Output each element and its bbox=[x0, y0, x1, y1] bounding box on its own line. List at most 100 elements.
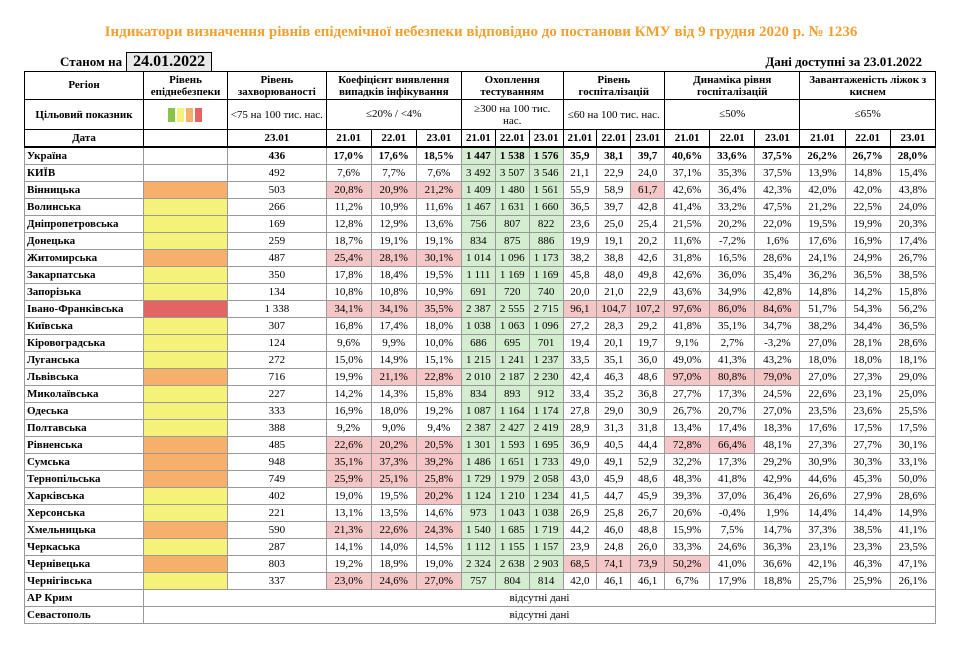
oxygen-cell: 34,4% bbox=[844, 317, 891, 335]
date-cell: 23.01 bbox=[630, 129, 666, 148]
incidence-cell: 388 bbox=[227, 419, 327, 437]
oxygen-cell: 50,0% bbox=[889, 470, 937, 488]
hosp-cell: 43,0 bbox=[562, 470, 598, 488]
hosp-cell: 26,0 bbox=[630, 538, 666, 556]
oxygen-cell: 15,8% bbox=[889, 283, 937, 301]
level-cell bbox=[142, 385, 229, 403]
detection-cell: 19,5% bbox=[370, 487, 417, 505]
date-cell: 22.01 bbox=[494, 129, 530, 148]
testing-cell: 1 164 bbox=[494, 402, 530, 420]
detection-cell: 13,1% bbox=[325, 504, 372, 522]
detection-cell: 14,2% bbox=[325, 385, 372, 403]
incidence-cell: 307 bbox=[227, 317, 327, 335]
hosp-dyn-cell: -0,4% bbox=[709, 504, 756, 522]
testing-cell: 2 187 bbox=[494, 368, 530, 386]
incidence-cell: 487 bbox=[227, 249, 327, 267]
level-cell bbox=[142, 300, 229, 318]
testing-cell: 807 bbox=[494, 215, 530, 233]
hosp-cell: 68,5 bbox=[562, 555, 598, 573]
level-cell bbox=[142, 317, 229, 335]
oxygen-cell: 36,2% bbox=[799, 266, 846, 284]
hosp-cell: 46,1 bbox=[596, 572, 632, 590]
oxygen-cell: 17,6% bbox=[799, 419, 846, 437]
testing-cell: 1 733 bbox=[528, 453, 564, 471]
detection-cell: 28,1% bbox=[370, 249, 417, 267]
hosp-dyn-cell: 80,8% bbox=[709, 368, 756, 386]
testing-cell: 1 215 bbox=[460, 351, 496, 369]
table-row: Луганська 272 15,0% 14,9% 15,1% 1 215 1 241 1 2… bbox=[24, 351, 937, 369]
region-name: Івано-Франківська bbox=[24, 300, 144, 318]
incidence-cell: 948 bbox=[227, 453, 327, 471]
hosp-cell: 31,8 bbox=[630, 419, 666, 437]
testing-cell: 1 038 bbox=[460, 317, 496, 335]
hosp-cell: 35,9 bbox=[562, 146, 598, 165]
table-row: АР Крим відсутні дані bbox=[24, 589, 937, 607]
oxygen-cell: 38,5% bbox=[844, 521, 891, 539]
detection-cell: 14,6% bbox=[415, 504, 462, 522]
testing-cell: 1 234 bbox=[528, 487, 564, 505]
testing-cell: 2 555 bbox=[494, 300, 530, 318]
hosp-dyn-cell: 16,5% bbox=[709, 249, 756, 267]
incidence-cell: 221 bbox=[227, 504, 327, 522]
hosp-cell: 22,9 bbox=[630, 283, 666, 301]
hosp-cell: 49,8 bbox=[630, 266, 666, 284]
testing-cell: 1 038 bbox=[528, 504, 564, 522]
region-name: АР Крим bbox=[24, 589, 144, 607]
hosp-cell: 44,7 bbox=[596, 487, 632, 505]
table-row: Запорізька 134 10,8% 10,8% 10,9% 691 720 740 20,… bbox=[24, 283, 937, 301]
testing-cell: 1 979 bbox=[494, 470, 530, 488]
testing-cell: 1 660 bbox=[528, 198, 564, 216]
detection-cell: 22,8% bbox=[415, 368, 462, 386]
level-cell bbox=[142, 538, 229, 556]
hosp-dyn-cell: 66,4% bbox=[709, 436, 756, 454]
table-row: Рівненська 485 22,6% 20,2% 20,5% 1 301 1 593 1 … bbox=[24, 436, 937, 454]
incidence-cell: 749 bbox=[227, 470, 327, 488]
testing-cell: 1 480 bbox=[494, 181, 530, 199]
hosp-dyn-cell: 48,1% bbox=[754, 436, 801, 454]
detection-cell: 14,9% bbox=[370, 351, 417, 369]
hosp-cell: 19,9 bbox=[562, 232, 598, 250]
header-level: Рівень епіднебезпеки bbox=[142, 71, 229, 100]
oxygen-cell: 17,6% bbox=[799, 232, 846, 250]
detection-cell: 17,6% bbox=[370, 146, 417, 165]
testing-cell: 1 729 bbox=[460, 470, 496, 488]
hosp-cell: 46,3 bbox=[596, 368, 632, 386]
testing-cell: 1 210 bbox=[494, 487, 530, 505]
header-testing: Охоплення тестуванням bbox=[460, 71, 564, 100]
hosp-dyn-cell: 1,6% bbox=[754, 232, 801, 250]
hosp-dyn-cell: 9,1% bbox=[664, 334, 711, 352]
hosp-dyn-cell: 37,1% bbox=[664, 164, 711, 182]
hosp-cell: 42,0 bbox=[562, 572, 598, 590]
incidence-cell: 272 bbox=[227, 351, 327, 369]
testing-cell: 1 241 bbox=[494, 351, 530, 369]
detection-cell: 14,5% bbox=[415, 538, 462, 556]
detection-cell: 16,9% bbox=[325, 402, 372, 420]
date-cell: 21.01 bbox=[325, 129, 372, 148]
region-name: Кіровоградська bbox=[24, 334, 144, 352]
hosp-dyn-cell: 47,5% bbox=[754, 198, 801, 216]
table-row: Сумська 948 35,1% 37,3% 39,2% 1 486 1 651 1 733… bbox=[24, 453, 937, 471]
detection-cell: 19,2% bbox=[415, 402, 462, 420]
testing-cell: 1 447 bbox=[460, 146, 496, 165]
oxygen-cell: 23,1% bbox=[844, 385, 891, 403]
oxygen-cell: 15,4% bbox=[889, 164, 937, 182]
level-cell bbox=[142, 453, 229, 471]
level-cell bbox=[142, 181, 229, 199]
oxygen-cell: 18,1% bbox=[889, 351, 937, 369]
incidence-cell: 1 338 bbox=[227, 300, 327, 318]
hosp-dyn-cell: 18,3% bbox=[754, 419, 801, 437]
testing-cell: 2 324 bbox=[460, 555, 496, 573]
oxygen-cell: 45,3% bbox=[844, 470, 891, 488]
hosp-dyn-cell: 29,2% bbox=[754, 453, 801, 471]
testing-cell: 1 155 bbox=[494, 538, 530, 556]
hosp-dyn-cell: 43,2% bbox=[754, 351, 801, 369]
table-row: Дніпропетровська 169 12,8% 12,9% 13,6% 756 807… bbox=[24, 215, 937, 233]
hosp-dyn-cell: 34,7% bbox=[754, 317, 801, 335]
hosp-cell: 19,1 bbox=[596, 232, 632, 250]
detection-cell: 25,4% bbox=[325, 249, 372, 267]
hosp-dyn-cell: 42,3% bbox=[754, 181, 801, 199]
hosp-cell: 27,2 bbox=[562, 317, 598, 335]
testing-cell: 1 087 bbox=[460, 402, 496, 420]
level-cell bbox=[142, 266, 229, 284]
region-name: КИЇВ bbox=[24, 164, 144, 182]
